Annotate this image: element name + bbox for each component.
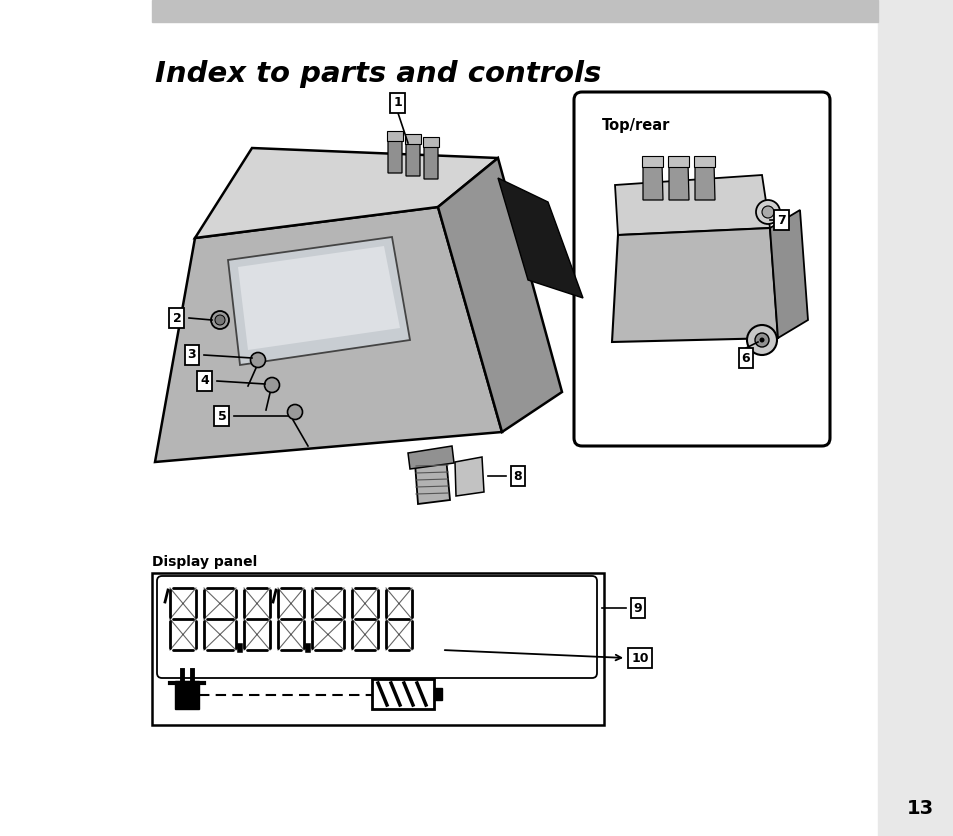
Circle shape <box>264 378 279 392</box>
Text: 6: 6 <box>740 351 749 364</box>
Polygon shape <box>228 237 410 365</box>
Polygon shape <box>769 210 807 338</box>
Circle shape <box>759 338 763 343</box>
Text: 4: 4 <box>200 375 209 388</box>
Polygon shape <box>695 163 714 200</box>
FancyBboxPatch shape <box>574 92 829 446</box>
Circle shape <box>251 353 265 368</box>
Text: 7: 7 <box>777 213 785 227</box>
Text: Top/rear: Top/rear <box>601 118 670 133</box>
Polygon shape <box>194 148 497 238</box>
Polygon shape <box>668 163 688 200</box>
Text: 9: 9 <box>633 601 641 614</box>
Text: 5: 5 <box>217 410 226 422</box>
Text: 10: 10 <box>631 651 648 665</box>
Bar <box>405 134 420 144</box>
Circle shape <box>754 333 768 347</box>
Polygon shape <box>406 141 419 176</box>
Polygon shape <box>497 178 582 298</box>
Bar <box>422 137 438 147</box>
Polygon shape <box>415 457 450 504</box>
Bar <box>372 679 434 709</box>
Circle shape <box>755 200 780 224</box>
Polygon shape <box>154 207 501 462</box>
Polygon shape <box>437 158 561 432</box>
Polygon shape <box>388 138 401 173</box>
Circle shape <box>287 405 302 420</box>
Bar <box>174 681 199 709</box>
Bar <box>152 573 603 725</box>
Bar <box>152 0 877 22</box>
Text: 8: 8 <box>513 470 521 482</box>
Bar <box>641 156 662 167</box>
Polygon shape <box>642 163 662 200</box>
Bar <box>387 131 402 141</box>
Text: 13: 13 <box>906 799 933 818</box>
Circle shape <box>214 315 225 325</box>
Bar <box>693 156 714 167</box>
Polygon shape <box>423 144 437 179</box>
Polygon shape <box>615 175 769 235</box>
Polygon shape <box>455 457 483 496</box>
Bar <box>877 0 953 836</box>
Text: Index to parts and controls: Index to parts and controls <box>154 60 600 88</box>
FancyBboxPatch shape <box>157 576 597 678</box>
Circle shape <box>746 325 776 355</box>
Text: 1: 1 <box>394 96 402 110</box>
Polygon shape <box>612 228 778 342</box>
Circle shape <box>761 206 773 218</box>
Text: Display panel: Display panel <box>152 555 257 569</box>
Polygon shape <box>237 246 399 350</box>
Bar <box>667 156 688 167</box>
Circle shape <box>211 311 229 329</box>
Bar <box>434 688 441 700</box>
Polygon shape <box>408 446 454 469</box>
Text: 3: 3 <box>188 349 196 361</box>
Text: 2: 2 <box>172 312 181 324</box>
